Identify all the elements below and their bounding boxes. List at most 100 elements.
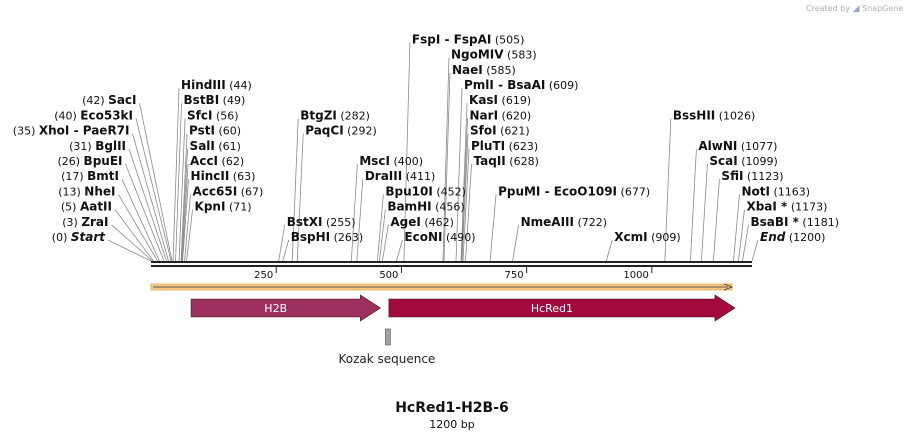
site-leader-nhei <box>118 194 158 262</box>
kozak-marker <box>385 328 391 346</box>
site-leader-bsshii <box>664 118 672 262</box>
site-leader-hindiii <box>172 87 180 262</box>
site-label-bpu10i: Bpu10I (452) <box>385 184 466 198</box>
credit-text: Created by <box>806 4 851 13</box>
feature-label-h2b: H2B <box>264 302 287 315</box>
site-leader-xbai- <box>738 209 745 262</box>
site-leader-sfoi <box>461 133 469 262</box>
site-label-bpuei: (26) BpuEI <box>57 154 122 168</box>
site-leader-sali <box>181 148 188 262</box>
site-leader-xhoi <box>132 133 169 262</box>
site-leader-fspi <box>403 42 411 262</box>
site-label-bmti: (17) BmtI <box>61 169 119 183</box>
snapgene-logo-icon: ◢ <box>852 4 860 14</box>
site-leader-sfci <box>178 118 186 262</box>
backbone-top-strand <box>151 261 752 263</box>
feature-arrow-hcred1 <box>388 294 736 322</box>
site-label-ngomiv: NgoMIV (583) <box>451 48 537 62</box>
site-leader-scai <box>701 163 708 262</box>
credit-brand: SnapGene <box>862 4 904 13</box>
site-leader-sfii <box>713 179 720 262</box>
feature-arrow-h2b <box>190 294 381 322</box>
site-label-sfoi: SfoI (621) <box>470 124 530 138</box>
site-leader-ngomiv <box>442 57 450 262</box>
site-label-draiii: DraIII (411) <box>365 169 435 183</box>
site-label-zrai: (3) ZraI <box>62 215 108 229</box>
site-label-end: End (1200) <box>760 230 825 244</box>
site-leader-bpuei <box>125 163 165 262</box>
site-label-agei: AgeI (462) <box>390 215 454 229</box>
feature-label-hcred1: HcRed1 <box>531 302 573 315</box>
site-label-hindiii: HindIII (44) <box>181 78 252 92</box>
site-leader-bsphi <box>282 239 290 262</box>
site-label-sali: SalI (61) <box>190 139 241 153</box>
site-label-alwni: AlwNI (1077) <box>698 139 777 153</box>
site-label-acci: AccI (62) <box>190 154 244 168</box>
site-leader-acc65i <box>184 194 191 262</box>
site-label-btgzi: BtgZI (282) <box>300 108 370 122</box>
site-leader-paqci <box>296 133 304 262</box>
site-leader-start <box>107 239 152 262</box>
site-label-scai: ScaI (1099) <box>709 154 777 168</box>
site-label-xhoi: (35) XhoI - PaeR7I <box>13 124 130 138</box>
site-leader-agei <box>381 224 389 262</box>
site-label-paqci: PaqCI (292) <box>305 124 377 138</box>
site-label-pluti: PluTI (623) <box>471 139 538 153</box>
site-label-taqii: TaqII (628) <box>474 154 539 168</box>
site-label-psti: PstI (60) <box>189 124 241 138</box>
site-leader-end <box>751 239 759 262</box>
site-label-aatii: (5) AatII <box>61 200 112 214</box>
site-label-econi: EcoNI (490) <box>404 230 475 244</box>
features: H2B HcRed1 Kozak sequence <box>150 283 736 366</box>
site-label-ppumi: PpuMI - EcoO109I (677) <box>498 184 650 198</box>
site-label-naei: NaeI (585) <box>452 63 516 77</box>
site-label-fspi: FspI - FspAI (505) <box>412 32 525 46</box>
site-label-sfci: SfcI (56) <box>187 108 239 122</box>
site-label-msci: MscI (400) <box>359 154 423 168</box>
site-leader-kpni <box>186 209 193 262</box>
site-label-acc65i: Acc65I (67) <box>193 184 264 198</box>
site-leader-bglii <box>128 148 167 262</box>
map-title: HcRed1-H2B-6 <box>395 400 509 416</box>
site-leader-bsabi- <box>742 224 749 262</box>
site-leader-btgzi <box>291 118 299 262</box>
site-leader-nari <box>461 118 468 262</box>
site-label-pmli: PmlI - BsaAI (609) <box>464 78 578 92</box>
site-leader-noti <box>733 194 740 262</box>
site-leader-alwni <box>689 148 697 262</box>
site-leader-bpu10i <box>376 194 384 262</box>
site-leader-nmeaiii <box>512 224 519 262</box>
site-label-hincii: HincII (63) <box>191 169 256 183</box>
site-label-start: (0) Start <box>52 230 106 244</box>
site-leader-acci <box>181 163 189 262</box>
site-leader-kasi <box>460 103 468 262</box>
site-label-saci: (42) SacI <box>82 93 136 107</box>
site-leader-taqii <box>465 163 472 262</box>
site-label-eco53ki: (40) Eco53kI <box>54 108 133 122</box>
site-label-sfii: SfiI (1123) <box>721 169 783 183</box>
site-label-xbai-: XbaI * (1173) <box>746 200 827 214</box>
site-leader-msci <box>350 163 358 262</box>
backbone-bottom-strand <box>151 265 752 267</box>
site-leader-saci <box>139 103 173 262</box>
site-leader-bmti <box>121 179 160 262</box>
site-label-bglii: (31) BglII <box>69 139 126 153</box>
site-label-bsabi-: BsaBI * (1181) <box>750 215 839 229</box>
site-leader-pmli <box>455 87 463 262</box>
tick-label: 250 <box>254 270 273 281</box>
site-leaders <box>107 42 759 262</box>
site-labels: (0) Start(3) ZraI(5) AatII (13) NheI(17) … <box>13 32 839 244</box>
site-leader-draiii <box>356 179 364 262</box>
site-label-nhei: (13) NheI <box>58 184 115 198</box>
site-leader-psti <box>180 133 188 262</box>
site-leader-bamhi <box>378 209 386 262</box>
site-label-bstxi: BstXI (255) <box>287 215 356 229</box>
site-leader-aatii <box>114 209 154 262</box>
site-leader-econi <box>396 239 403 262</box>
orf-arrowhead <box>723 283 734 291</box>
site-label-bstbi: BstBI (49) <box>184 93 246 107</box>
site-leader-ppumi <box>489 194 497 262</box>
snapgene-credit: Created by ◢ SnapGene <box>806 4 903 14</box>
